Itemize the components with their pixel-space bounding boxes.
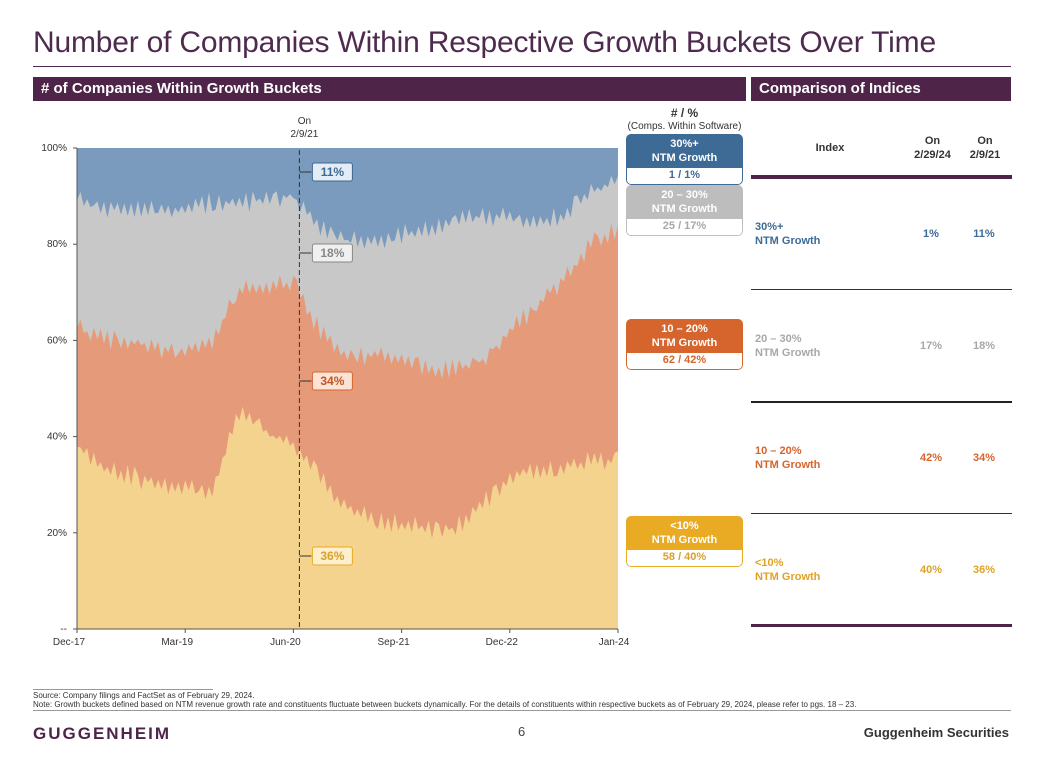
annotation-label-on: On [298,116,311,127]
bucket-box-10-20: 10 – 20% NTM Growth 62 / 42% [626,319,743,370]
callout-value: 36% [320,549,344,563]
legend-header-title: # / % [670,106,699,120]
row-lt10-line1: <10% [755,557,784,569]
y-tick-label: 100% [41,143,67,154]
table-row-10-20-a: 42% [919,452,943,464]
x-tick-label: Dec-17 [53,637,86,648]
row-lt10-line2: NTM Growth [755,571,821,583]
table-row-30plus-label: 30%+ NTM Growth [755,220,820,248]
x-tick-label: Dec-22 [486,637,519,648]
callout-value: 34% [320,374,344,388]
table-row-20-30-a: 17% [919,340,943,352]
row-10-20-line2: NTM Growth [755,459,821,471]
bucket-sublabel-20-30: NTM Growth [651,203,718,215]
table-row-20-30-b: 18% [972,340,996,352]
bucket-stat-lt10: 58 / 40% [626,550,743,567]
table-col-b-line1: On [977,135,993,147]
table-row-20-30-label: 20 – 30% NTM Growth [755,332,820,360]
bucket-stat-20-30: 25 / 17% [626,219,743,236]
footnote-rule [33,689,213,690]
table-row-lt10-a: 40% [919,564,943,576]
note-footnote: Note: Growth buckets defined based on NT… [33,700,857,709]
bucket-label-30plus: 30%+ [670,138,699,150]
table-row-divider [751,289,1012,290]
x-tick-label: Sep-21 [377,637,410,648]
table-col-b: On 2/9/21 [960,134,1010,162]
table-header-rule [751,175,1012,179]
table-row-10-20-label: 10 – 20% NTM Growth [755,444,820,472]
growth-bucket-area-chart: 100% 80% 60% 40% 20% -- Dec-17 Mar-19 Jun-20 Sep-… [41,116,630,648]
page-number: 6 [518,724,526,739]
bucket-sublabel-lt10: NTM Growth [651,534,718,546]
table-col-b-line2: 2/9/21 [969,149,1001,161]
callout-box [311,546,353,566]
callout-value: 18% [320,246,344,260]
table-section-header: Comparison of Indices [751,77,1011,101]
x-tick-label: Jan-24 [599,637,630,648]
callout-value: 11% [321,165,345,179]
legend-header-subtitle: (Comps. Within Software) [627,121,742,132]
table-col-index: Index [815,142,845,154]
bucket-head-10-20: 10 – 20% NTM Growth [626,319,743,353]
bucket-label-lt10: <10% [670,520,699,532]
callout-box [311,243,353,263]
chart-section-header: # of Companies Within Growth Buckets [33,77,746,101]
bucket-sublabel-10-20: NTM Growth [651,337,718,349]
x-tick-label: Jun-20 [270,637,301,648]
callout-box [311,371,353,391]
table-row-divider [751,513,1012,514]
brand-name: Guggenheim Securities [863,725,1009,740]
table-row-30plus-b: 11% [973,228,995,240]
table-row-lt10-b: 36% [972,564,996,576]
row-10-20-line1: 10 – 20% [755,445,802,457]
bucket-label-20-30: 20 – 30% [661,189,708,201]
table-col-a-line1: On [924,135,941,147]
bucket-stat-10-20: 62 / 42% [626,353,743,370]
title-rule [33,66,1011,67]
page-title: Number of Companies Within Respective Gr… [33,26,936,59]
table-col-a-line2: 2/29/24 [914,149,951,161]
y-tick-label: 40% [47,432,67,443]
bucket-head-20-30: 20 – 30% NTM Growth [626,185,743,219]
callout-box [311,162,353,182]
table-col-a: On 2/29/24 [905,134,960,162]
guggenheim-logo: GUGGENHEIM [33,724,172,743]
bucket-box-30plus: 30%+ NTM Growth 1 / 1% [626,134,743,185]
bucket-box-20-30: 20 – 30% NTM Growth 25 / 17% [626,185,743,236]
table-row-10-20-b: 34% [972,452,996,464]
bucket-label-10-20: 10 – 20% [661,323,708,335]
annotation-label-date: 2/9/21 [290,129,318,140]
y-tick-label: 80% [47,239,67,250]
bucket-sublabel-30plus: NTM Growth [651,152,718,164]
footer-rule [33,710,1011,711]
y-tick-label: -- [60,624,67,635]
table-row-lt10-label: <10% NTM Growth [755,556,820,584]
bucket-stat-30plus: 1 / 1% [626,168,743,185]
row-20-30-line1: 20 – 30% [755,333,802,345]
bucket-head-lt10: <10% NTM Growth [626,516,743,550]
x-tick-label: Mar-19 [161,637,193,648]
y-tick-label: 60% [47,335,67,346]
table-row-divider [751,401,1012,403]
table-row-30plus-a: 1% [923,228,939,240]
row-30plus-line2: NTM Growth [755,235,821,247]
row-20-30-line2: NTM Growth [755,347,821,359]
source-footnote: Source: Company filings and FactSet as o… [33,691,255,700]
bucket-head-30plus: 30%+ NTM Growth [626,134,743,168]
row-30plus-line1: 30%+ [755,221,784,233]
table-bottom-rule [751,624,1012,627]
y-tick-label: 20% [47,528,67,539]
area-lt10 [77,406,618,629]
bucket-box-lt10: <10% NTM Growth 58 / 40% [626,516,743,567]
